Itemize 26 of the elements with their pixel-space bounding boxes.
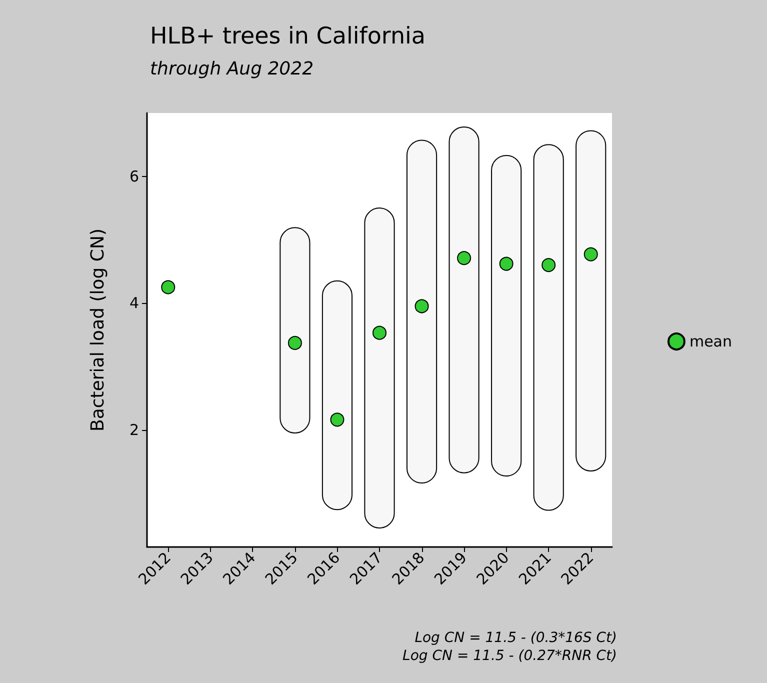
- point: [414, 299, 429, 314]
- point: [542, 258, 556, 272]
- bar: [406, 140, 438, 484]
- point: [372, 326, 386, 340]
- point: [499, 256, 514, 271]
- legend-label: mean: [689, 332, 732, 350]
- bar: [533, 144, 564, 511]
- text: Log CN = 11.5 - (0.3*16S Ct): [414, 630, 617, 646]
- chart-subtitle: through Aug 2022: [150, 58, 314, 80]
- bar: [448, 126, 480, 474]
- bar: [280, 227, 310, 434]
- bar: [322, 280, 353, 510]
- point: [288, 336, 302, 350]
- point: [584, 247, 598, 262]
- bar: [576, 130, 606, 472]
- bar: [364, 208, 395, 528]
- y-tick-label: 2: [129, 420, 139, 439]
- point: [161, 280, 176, 294]
- y-tick-label: 4: [129, 294, 139, 312]
- text: Log CN = 11.5 - (0.27*RNR Ct): [402, 648, 617, 664]
- y-axis-title: Bacterial load (log CN): [88, 228, 108, 432]
- bar: [491, 154, 522, 477]
- point: [330, 412, 344, 427]
- chart-title: HLB+ trees in California: [150, 24, 426, 50]
- point: [457, 251, 472, 266]
- y-tick-label: 6: [129, 167, 139, 186]
